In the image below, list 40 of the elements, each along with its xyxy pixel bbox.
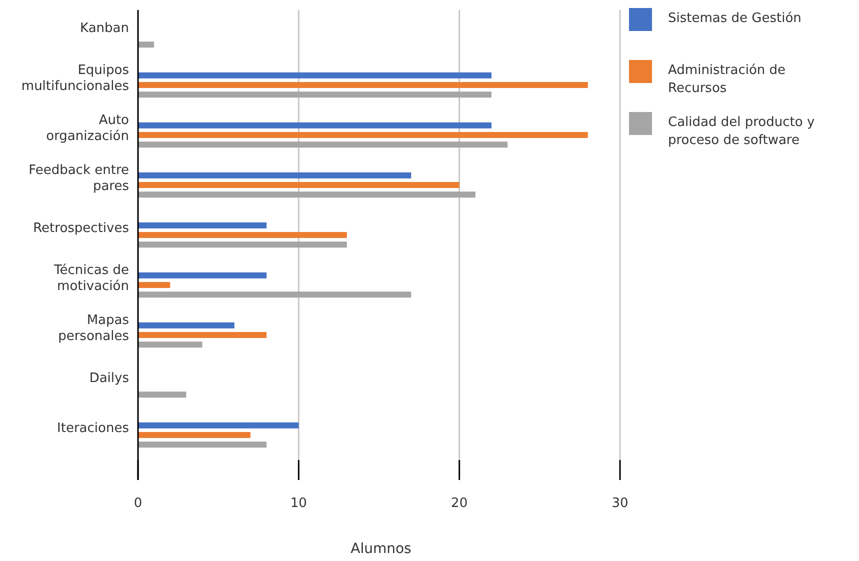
y-tick-label: Mapas personales bbox=[58, 313, 130, 344]
bar bbox=[138, 222, 267, 228]
bar bbox=[138, 42, 154, 48]
bar bbox=[138, 342, 202, 348]
legend-label: Sistemas de Gestión bbox=[668, 11, 802, 26]
bar bbox=[138, 232, 347, 238]
x-tick-label: 10 bbox=[290, 496, 307, 511]
bar bbox=[138, 142, 508, 148]
bar bbox=[138, 432, 250, 438]
legend-label: Calidad del producto y proceso de software bbox=[668, 115, 815, 148]
bar bbox=[138, 122, 492, 128]
y-tick-label: Dailys bbox=[89, 371, 130, 386]
bar bbox=[138, 442, 267, 448]
y-tick-label: Equipos multifuncionales bbox=[21, 63, 130, 94]
bar bbox=[138, 132, 588, 138]
bar bbox=[138, 422, 299, 428]
bar bbox=[138, 332, 267, 338]
bar bbox=[138, 242, 347, 248]
bar bbox=[138, 82, 588, 88]
bar bbox=[138, 182, 460, 188]
y-tick-label: Kanban bbox=[80, 21, 129, 36]
y-tick-label: Iteraciones bbox=[57, 421, 130, 436]
x-tick-label: 0 bbox=[134, 496, 142, 511]
bar bbox=[138, 272, 267, 278]
y-tick-label: Auto organización bbox=[46, 113, 130, 144]
y-tick-label: Feedback entre pares bbox=[28, 163, 130, 194]
y-tick-label: Retrospectives bbox=[33, 221, 130, 236]
x-tick-label: 20 bbox=[451, 496, 468, 511]
x-axis-title: Alumnos bbox=[350, 541, 412, 557]
bar bbox=[138, 92, 492, 98]
bar bbox=[138, 292, 412, 298]
bar bbox=[138, 392, 186, 398]
legend-label: Administración de Recursos bbox=[668, 63, 786, 96]
bar bbox=[138, 282, 170, 288]
bar bbox=[138, 72, 492, 78]
x-tick-label: 30 bbox=[612, 496, 628, 511]
y-tick-label: Técnicas de motivación bbox=[53, 263, 129, 294]
bar bbox=[138, 172, 412, 178]
bar bbox=[138, 322, 234, 328]
bar bbox=[138, 192, 476, 198]
